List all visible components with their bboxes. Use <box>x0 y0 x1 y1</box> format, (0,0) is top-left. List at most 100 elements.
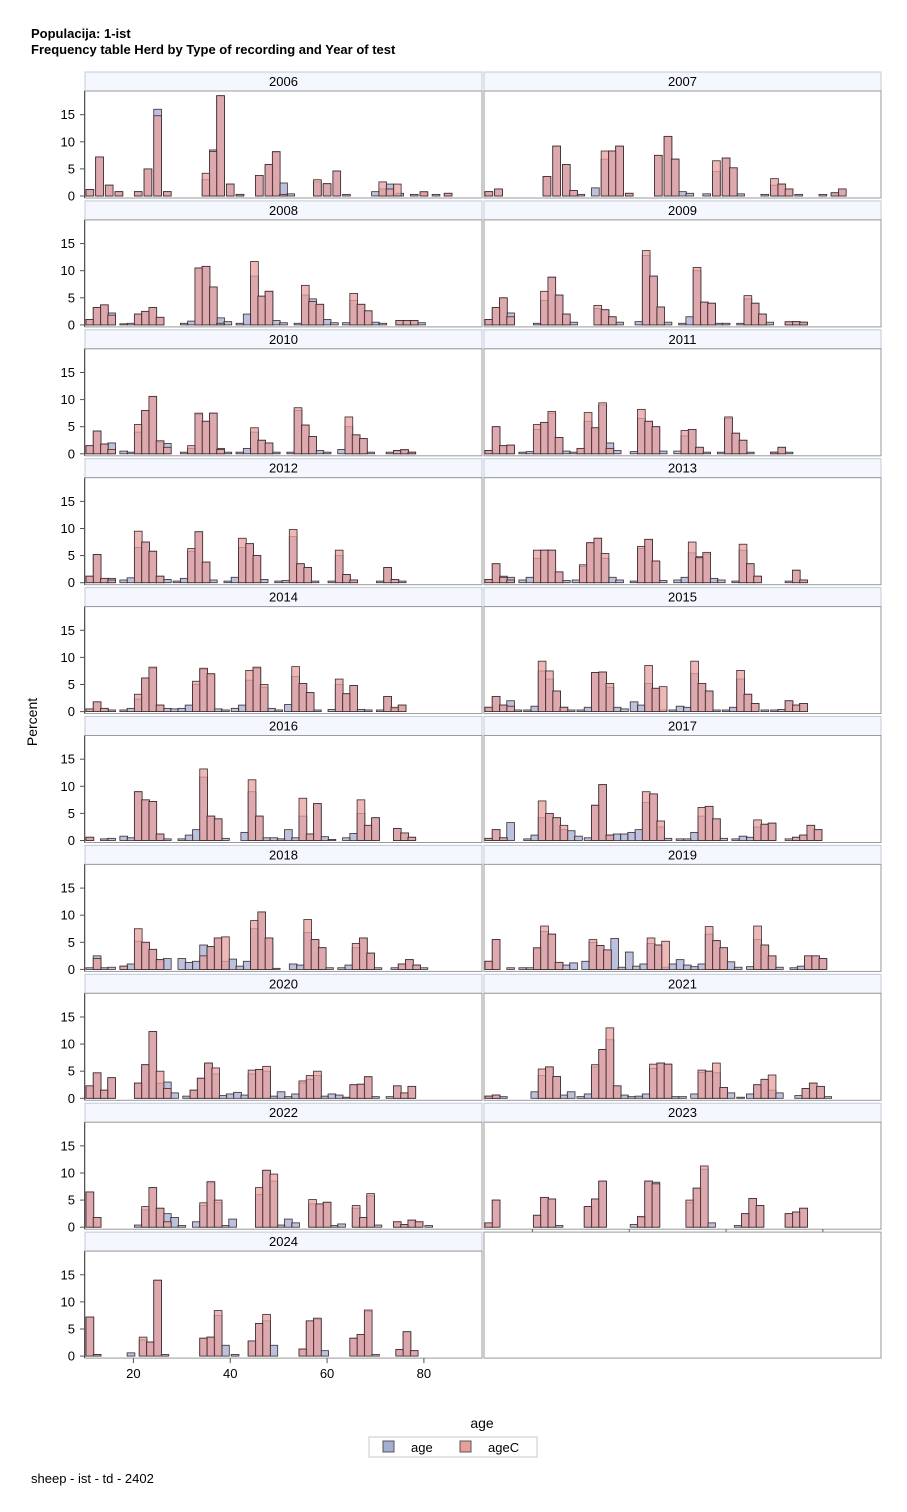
bar-agec-2008-23 <box>409 320 419 326</box>
legend-label-age: age <box>411 1440 433 1455</box>
bar-agec-2014-20 <box>390 706 400 713</box>
bar-age-2010-30 <box>337 449 346 455</box>
bar-agec-2012-1 <box>92 554 102 584</box>
bar-age-2018-11 <box>177 958 187 970</box>
bar-age-2016-22 <box>276 838 286 841</box>
bar-agec-2013-0 <box>484 579 494 584</box>
bar-agec-2019-9 <box>646 937 656 970</box>
bar-age-2014-30 <box>313 709 322 712</box>
bar-agec-2015-7 <box>559 706 569 713</box>
bar-agec-2006-21 <box>385 188 395 197</box>
bar-age-2011-28 <box>716 451 726 455</box>
bar-age-2012-36 <box>397 580 407 584</box>
x-tick-label: 40 <box>223 1366 237 1381</box>
bar-age-2011-18 <box>629 451 639 455</box>
bar-agec-2006-15 <box>271 151 281 197</box>
bar-agec-2016-0 <box>85 836 95 841</box>
bar-age-2020-18 <box>240 1094 250 1099</box>
bar-agec-2017-6 <box>559 824 569 841</box>
y-tick-label: 0 <box>68 575 75 590</box>
bar-agec-2006-17 <box>313 179 322 197</box>
bar-agec-2015-15 <box>697 683 707 712</box>
bar-agec-2013-15 <box>687 541 697 584</box>
y-tick-label: 10 <box>61 134 75 149</box>
y-tick-label: 10 <box>61 908 75 923</box>
bar-agec-2015-6 <box>552 690 561 713</box>
bar-agec-2015-11 <box>644 665 653 713</box>
bar-age-2012-33 <box>376 580 385 584</box>
bar-agec-2011-16 <box>680 430 690 455</box>
bar-agec-2022-8 <box>213 1199 223 1228</box>
bar-age-2014-5 <box>126 707 136 712</box>
bar-age-2014-35 <box>356 709 366 712</box>
bar-agec-2015-16 <box>704 690 714 713</box>
bar-age-2009-24 <box>714 322 724 326</box>
bar-agec-2015-22 <box>799 703 808 712</box>
bar-age-2011-10 <box>562 450 571 455</box>
bar-age-2011-11 <box>569 451 578 455</box>
bar-age-2017-32 <box>738 835 748 841</box>
bar-agec-2012-10 <box>201 561 211 584</box>
bar-agec-2021-6 <box>598 1049 607 1099</box>
bar-age-2011-23 <box>673 450 682 455</box>
y-tick-label: 0 <box>68 704 75 719</box>
bar-agec-2011-4 <box>532 424 542 455</box>
bar-age-2020-31 <box>334 1094 344 1099</box>
panel-2014: 2014 0 5 10 15 <box>61 587 483 719</box>
bar-agec-2013-21 <box>792 569 801 584</box>
y-tick-label: 10 <box>61 650 75 665</box>
bar-age-2007-7 <box>591 187 600 197</box>
bar-age-2008-4 <box>119 323 129 326</box>
y-tick-label: 10 <box>61 1037 75 1052</box>
bar-age-2012-4 <box>119 579 129 584</box>
bar-age-2017-17 <box>620 833 629 841</box>
bar-age-2010-18 <box>235 451 245 455</box>
y-tick-label: 5 <box>68 548 75 563</box>
bar-age-2013-10 <box>562 580 571 584</box>
chart-title: Frequency table Herd by Type of recordin… <box>31 42 396 57</box>
bar-age-2021-18 <box>641 1093 651 1099</box>
bar-agec-2020-20 <box>356 1083 366 1099</box>
bar-age-2008-39 <box>417 322 426 326</box>
bar-agec-2020-10 <box>196 1077 206 1099</box>
bar-agec-2015-20 <box>784 700 794 713</box>
bar-agec-2011-1 <box>491 426 501 455</box>
panel-2024: 2024 0 5 10 15 20 40 60 80 <box>61 1231 483 1381</box>
bar-agec-2014-0 <box>85 708 95 713</box>
bar-agec-2018-20 <box>405 959 414 970</box>
bar-agec-2023-14 <box>741 1213 750 1228</box>
bar-agec-2018-2 <box>133 928 143 970</box>
bar-age-2021-24 <box>690 1093 699 1099</box>
bar-agec-2006-24 <box>443 192 453 197</box>
bar-agec-2013-18 <box>738 543 748 584</box>
bar-age-2018-36 <box>373 967 383 970</box>
bar-age-2021-9 <box>576 1096 586 1099</box>
bar-agec-2018-17 <box>359 937 368 970</box>
y-tick-label: 5 <box>68 806 75 821</box>
bar-age-2016-3 <box>119 835 129 841</box>
panel-2015: 2015 <box>483 587 882 715</box>
bar-agec-2022-17 <box>366 1193 375 1228</box>
bar-agec-2019-15 <box>753 925 762 970</box>
bar-agec-2012-2 <box>100 577 109 584</box>
bar-agec-2020-3 <box>107 1077 116 1099</box>
bar-agec-2017-11 <box>649 793 658 841</box>
bar-agec-2007-7 <box>608 150 617 197</box>
bar-agec-2010-5 <box>141 410 150 455</box>
legend: age ageC <box>368 1436 538 1458</box>
bar-agec-2024-5 <box>199 1337 208 1357</box>
bar-agec-2006-14 <box>264 164 274 197</box>
bar-age-2021-30 <box>736 1096 745 1099</box>
bar-agec-2008-12 <box>250 261 259 326</box>
bar-age-2018-12 <box>184 961 194 970</box>
bar-agec-2011-11 <box>598 402 607 455</box>
bar-agec-2024-19 <box>409 1350 419 1357</box>
bar-age-2011-32 <box>746 451 755 455</box>
bar-age-2013-23 <box>673 579 682 584</box>
bar-age-2012-28 <box>310 580 320 584</box>
bar-agec-2018-0 <box>92 958 102 970</box>
bar-age-2014-20 <box>238 704 247 713</box>
bar-agec-2018-12 <box>264 937 274 970</box>
bar-agec-2007-5 <box>569 190 578 197</box>
bar-agec-2019-13 <box>712 940 721 970</box>
